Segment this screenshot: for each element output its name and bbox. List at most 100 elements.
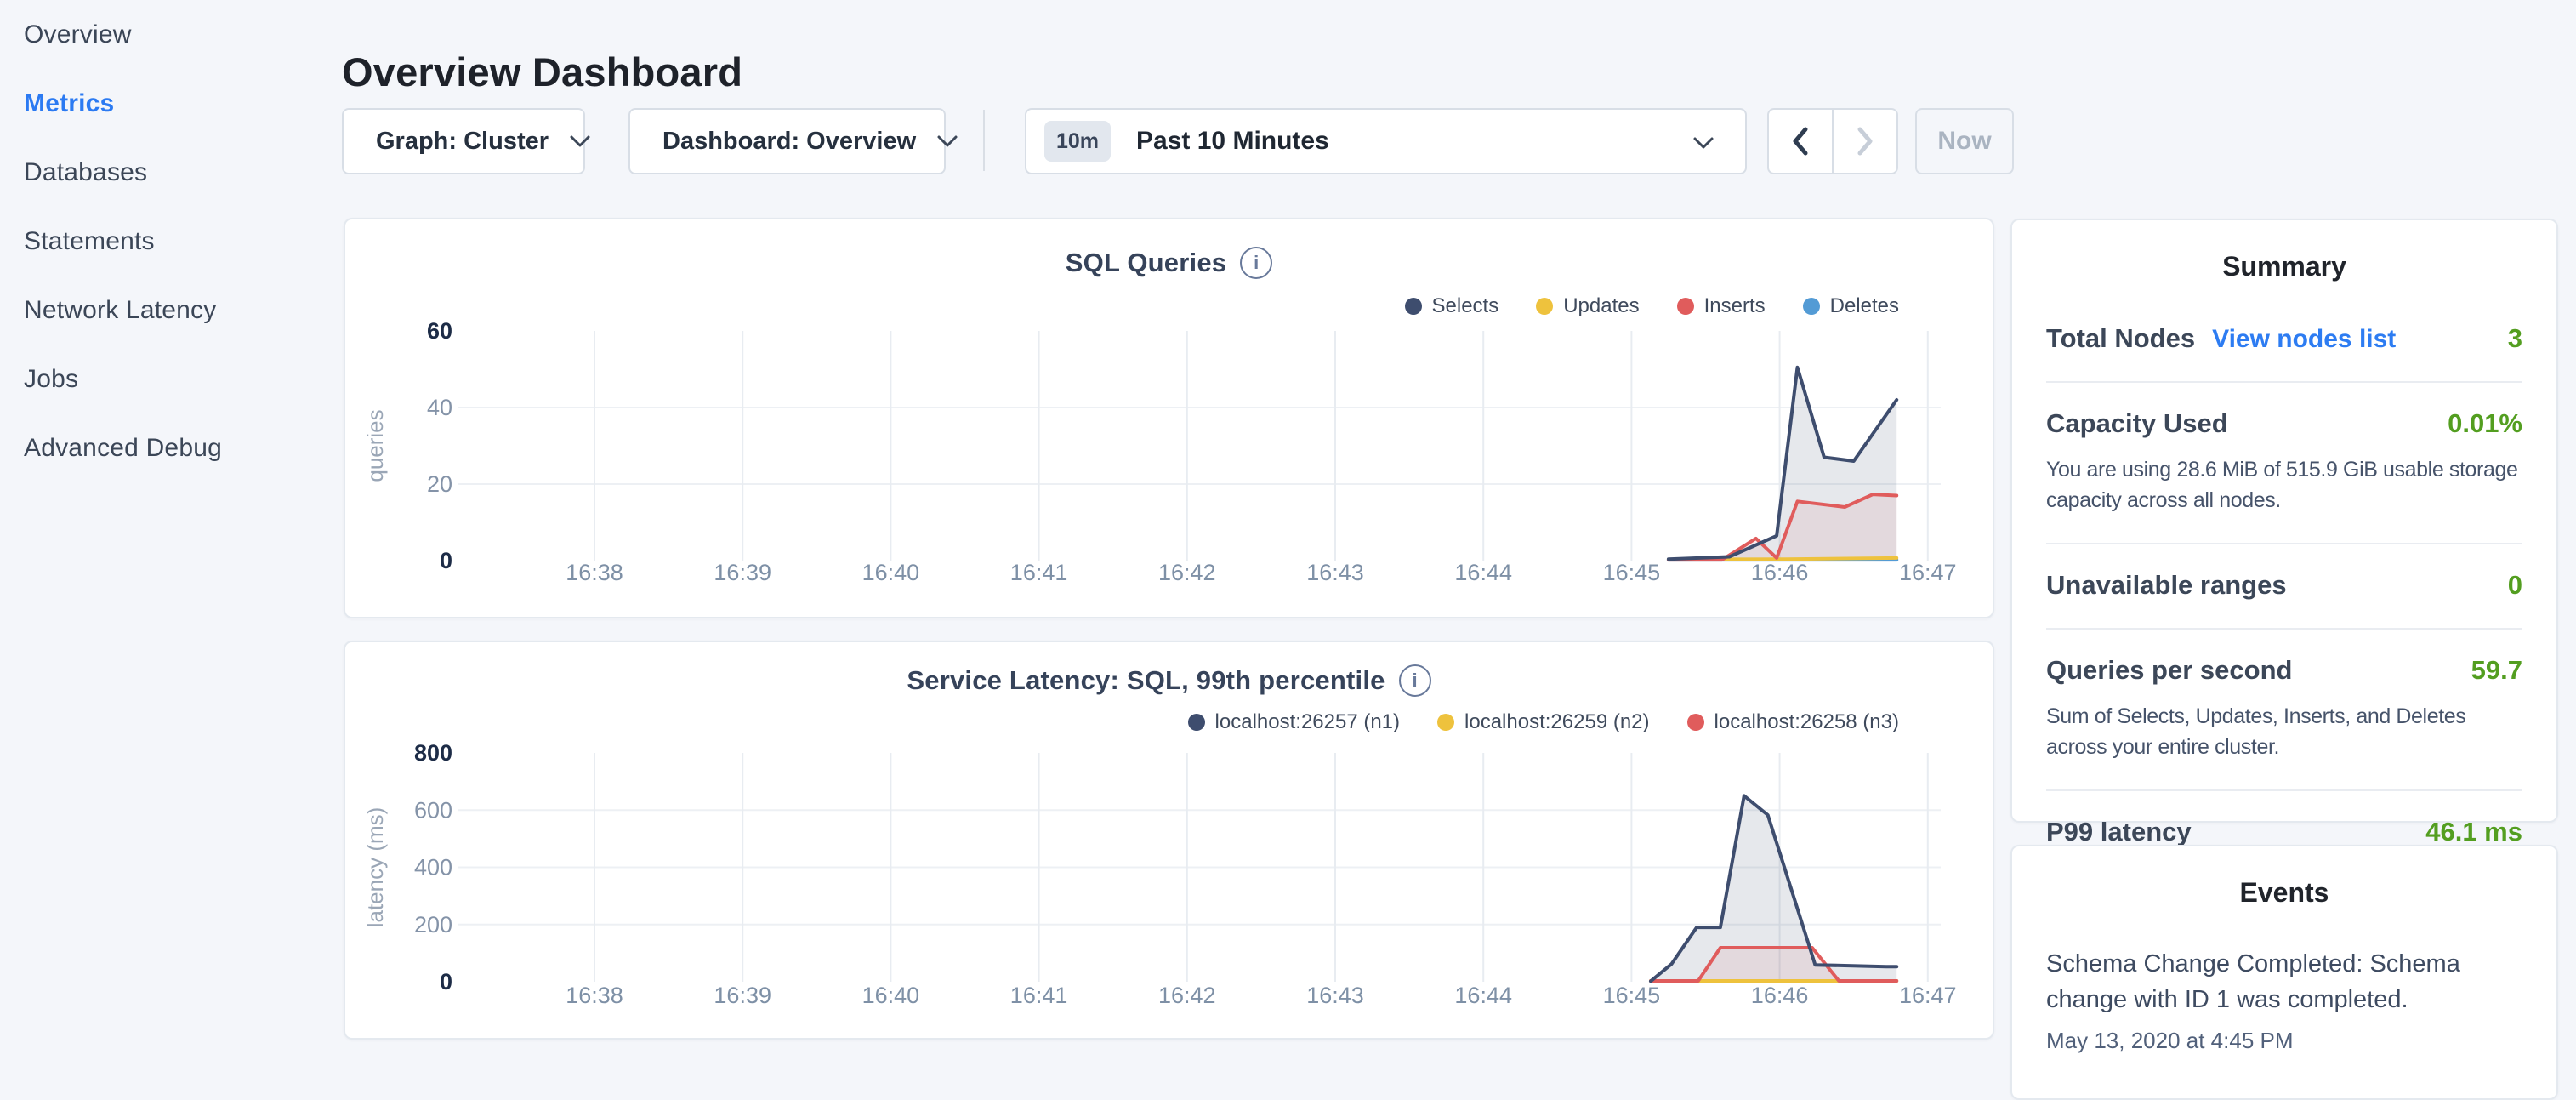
x-axis-tick-label: 16:41: [1010, 983, 1068, 1008]
summary-row-header: Total Nodes View nodes list 3: [2046, 323, 2522, 354]
sql-queries-chart-title-row: SQL Queries i: [345, 247, 1993, 279]
summary-row-label: Unavailable ranges: [2046, 570, 2287, 601]
summary-row-label: Capacity Used: [2046, 408, 2228, 439]
legend-dot: [1437, 714, 1454, 731]
legend-item: Deletes: [1803, 294, 1899, 318]
page-title: Overview Dashboard: [342, 48, 742, 95]
sidebar-item-statements[interactable]: Statements: [24, 207, 313, 276]
sidebar-item-advanced-debug[interactable]: Advanced Debug: [24, 413, 313, 482]
legend-dot: [1405, 298, 1422, 315]
x-axis-tick-label: 16:42: [1158, 983, 1216, 1008]
service-latency-chart-title: Service Latency: SQL, 99th percentile: [907, 665, 1385, 696]
legend-item: Selects: [1405, 294, 1499, 318]
x-axis-tick-label: 16:40: [862, 983, 920, 1008]
chevron-left-icon: [1791, 126, 1810, 157]
event-text: Schema Change Completed: Schema change w…: [2046, 946, 2488, 1017]
now-button[interactable]: Now: [1915, 108, 2014, 174]
summary-row-total-nodes: Total Nodes View nodes list 3: [2046, 282, 2522, 381]
graph-scope-dropdown[interactable]: Graph: Cluster: [342, 108, 585, 174]
service-latency-chart-card: Service Latency: SQL, 99th percentile i …: [344, 641, 1994, 1040]
chevron-down-icon: [936, 134, 958, 148]
events-list: Schema Change Completed: Schema change w…: [2012, 946, 2556, 1054]
summary-row-label: Total Nodes: [2046, 323, 2195, 354]
legend-label: Inserts: [1704, 294, 1766, 318]
legend-item: localhost:26259 (n2): [1437, 710, 1649, 734]
summary-row-header: Capacity Used 0.01%: [2046, 408, 2522, 439]
summary-panel: Summary Total Nodes View nodes list 3 Capac…: [2010, 219, 2558, 823]
dashboard-dropdown-label: Dashboard: Overview: [662, 128, 916, 156]
x-axis-tick-label: 16:41: [1010, 560, 1068, 585]
y-axis-tick-label: 200: [414, 912, 452, 938]
sql-queries-legend: Selects Updates Inserts Deletes: [1405, 294, 1900, 318]
service-latency-chart-plot[interactable]: 16:3816:3916:4016:4116:4216:4316:4416:45…: [345, 642, 1993, 1038]
x-axis-tick-label: 16:47: [1899, 983, 1957, 1008]
y-axis-tick-label: 60: [427, 318, 452, 344]
summary-row-value: 3: [2508, 323, 2522, 354]
x-axis-tick-label: 16:39: [714, 983, 771, 1008]
legend-item: localhost:26257 (n1): [1188, 710, 1400, 734]
events-panel: Events Schema Change Completed: Schema c…: [2010, 845, 2558, 1100]
legend-label: Updates: [1563, 294, 1639, 318]
chevron-down-icon: [569, 134, 591, 148]
service-latency-legend: localhost:26257 (n1) localhost:26259 (n2)…: [1188, 710, 1899, 734]
summary-row-value: 46.1 ms: [2425, 817, 2522, 847]
y-axis-label: queries: [362, 409, 388, 482]
legend-label: localhost:26257 (n1): [1215, 710, 1400, 734]
time-range-label: Past 10 Minutes: [1136, 127, 1329, 156]
legend-dot: [1687, 714, 1704, 731]
summary-row-description: Sum of Selects, Updates, Inserts, and De…: [2046, 701, 2522, 762]
sidebar-nav: OverviewMetricsDatabasesStatementsNetwor…: [24, 0, 313, 482]
graph-scope-dropdown-label: Graph: Cluster: [376, 128, 549, 156]
series-area-localhost-26257-n1-: [1651, 795, 1896, 982]
x-axis-tick-label: 16:38: [566, 983, 623, 1008]
y-axis-tick-label: 0: [440, 969, 452, 995]
time-range-dropdown[interactable]: 10m Past 10 Minutes: [1025, 108, 1747, 174]
chevron-down-icon: [1692, 136, 1714, 150]
y-axis-tick-label: 400: [414, 855, 452, 881]
time-pager: [1767, 108, 1898, 174]
info-icon[interactable]: i: [1240, 247, 1272, 279]
series-area-selects: [1669, 368, 1896, 561]
summary-panel-title: Summary: [2012, 251, 2556, 282]
x-axis-tick-label: 16:38: [566, 560, 623, 585]
sidebar-item-overview[interactable]: Overview: [24, 0, 313, 69]
legend-label: Selects: [1432, 294, 1499, 318]
legend-label: localhost:26259 (n2): [1464, 710, 1649, 734]
time-prev-button[interactable]: [1769, 110, 1834, 173]
x-axis-tick-label: 16:42: [1158, 560, 1216, 585]
sidebar-item-network-latency[interactable]: Network Latency: [24, 276, 313, 345]
legend-dot: [1677, 298, 1694, 315]
summary-row-value: 0.01%: [2448, 408, 2522, 439]
x-axis-tick-label: 16:43: [1306, 560, 1364, 585]
view-nodes-link[interactable]: View nodes list: [2212, 325, 2396, 354]
controls-divider: [983, 110, 985, 171]
x-axis-tick-label: 16:47: [1899, 560, 1957, 585]
y-axis-label: latency (ms): [362, 807, 388, 928]
service-latency-chart-title-row: Service Latency: SQL, 99th percentile i: [345, 664, 1993, 697]
y-axis-tick-label: 800: [414, 740, 452, 766]
legend-label: localhost:26258 (n3): [1714, 710, 1899, 734]
time-next-button[interactable]: [1834, 110, 1896, 173]
sidebar-item-jobs[interactable]: Jobs: [24, 345, 313, 413]
events-panel-title: Events: [2012, 877, 2556, 909]
legend-label: Deletes: [1830, 294, 1899, 318]
legend-item: localhost:26258 (n3): [1687, 710, 1899, 734]
summary-row-description: You are using 28.6 MiB of 515.9 GiB usab…: [2046, 454, 2522, 516]
dashboard-dropdown[interactable]: Dashboard: Overview: [628, 108, 946, 174]
info-icon[interactable]: i: [1399, 664, 1431, 697]
event-item[interactable]: Schema Change Completed: Schema change w…: [2046, 946, 2522, 1054]
x-axis-tick-label: 16:45: [1603, 983, 1661, 1008]
y-axis-tick-label: 0: [440, 548, 452, 573]
summary-row-value: 59.7: [2471, 655, 2522, 686]
summary-row-label: Queries per second: [2046, 655, 2292, 686]
y-axis-tick-label: 20: [427, 471, 452, 497]
x-axis-tick-label: 16:46: [1751, 983, 1809, 1008]
x-axis-tick-label: 16:44: [1454, 560, 1512, 585]
sql-queries-chart-plot[interactable]: 16:3816:3916:4016:4116:4216:4316:4416:45…: [345, 219, 1993, 617]
legend-item: Updates: [1536, 294, 1639, 318]
x-axis-tick-label: 16:43: [1306, 983, 1364, 1008]
time-range-badge: 10m: [1044, 121, 1111, 162]
controls-row: Graph: Cluster Dashboard: Overview 10m P…: [0, 108, 2576, 174]
x-axis-tick-label: 16:40: [862, 560, 920, 585]
overview-dashboard-page: OverviewMetricsDatabasesStatementsNetwor…: [0, 0, 2576, 1052]
